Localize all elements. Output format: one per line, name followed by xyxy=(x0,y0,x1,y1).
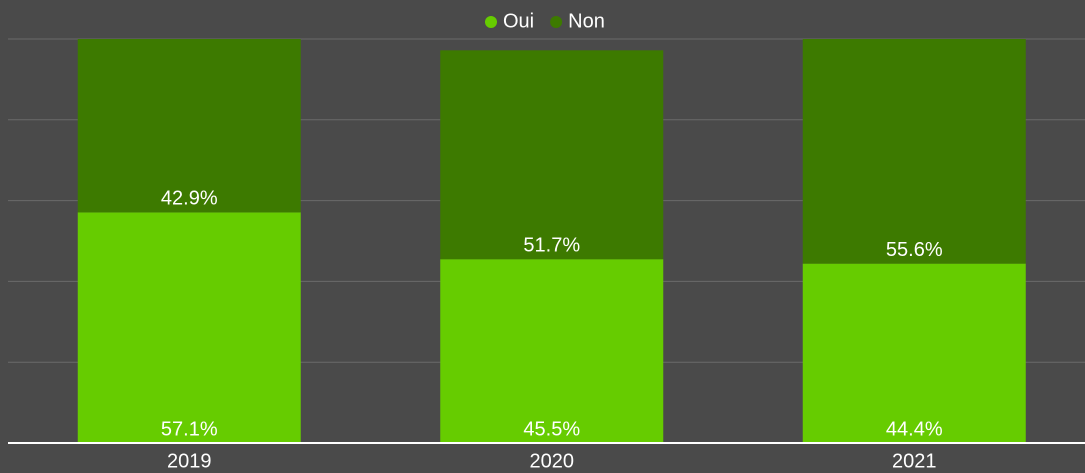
legend-marker xyxy=(550,16,563,28)
value-label: 55.6% xyxy=(886,239,943,261)
x-tick-label: 2020 xyxy=(530,450,575,472)
bar-segment xyxy=(440,50,664,260)
value-label: 44.4% xyxy=(886,418,943,440)
bar-segment xyxy=(77,39,301,213)
value-label: 45.5% xyxy=(523,418,580,440)
bar-segment xyxy=(802,263,1026,443)
bar-segment xyxy=(440,259,664,443)
value-label: 57.1% xyxy=(161,418,218,440)
x-tick-label: 2019 xyxy=(167,450,212,472)
bar-segment xyxy=(77,212,301,443)
value-label: 42.9% xyxy=(161,188,218,210)
bar-segment xyxy=(802,39,1026,264)
legend-marker xyxy=(485,16,497,28)
legend-label: Non xyxy=(568,10,605,32)
value-label: 51.7% xyxy=(523,234,580,256)
legend-label: Oui xyxy=(503,10,534,32)
x-tick-label: 2021 xyxy=(892,450,937,472)
